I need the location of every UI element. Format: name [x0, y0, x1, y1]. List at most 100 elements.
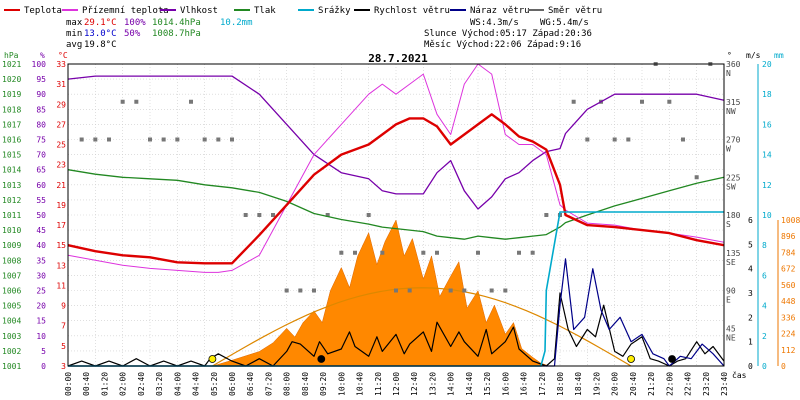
pct-tick-label: 95 — [36, 75, 46, 84]
hpa-tick-label: 1015 — [2, 151, 21, 160]
x-tick-label: 08:40 — [301, 372, 310, 396]
wind-dir-point — [571, 99, 576, 104]
c-tick-label: 11 — [56, 281, 66, 290]
sunrise-marker — [208, 355, 217, 363]
moonset-marker — [317, 355, 326, 363]
wind-dir-point — [694, 175, 699, 180]
x-tick-label: 14:00 — [447, 372, 456, 396]
x-tick-label: 10:40 — [356, 372, 365, 396]
unit-time: čas — [732, 370, 747, 380]
hpa-tick-label: 1006 — [2, 287, 21, 296]
stat-min-press: 1008.7hPa — [152, 29, 201, 39]
wind-dir-point — [435, 250, 439, 255]
dir-tick-name: NE — [726, 333, 736, 342]
dir-tick-name: SE — [726, 258, 736, 267]
stat-max-label: max — [66, 18, 83, 28]
pct-tick-label: 0 — [41, 362, 46, 371]
wind-dir-point — [448, 288, 453, 293]
x-tick-label: 02:40 — [137, 372, 146, 396]
wind-gust-line — [68, 258, 725, 367]
x-tick-label: 04:00 — [173, 372, 182, 396]
rain-tick-label: 0 — [762, 362, 767, 371]
dir-tick-label: 90 — [726, 287, 736, 296]
hpa-tick-label: 1017 — [2, 120, 21, 129]
pct-tick-label: 100 — [32, 60, 47, 69]
wind-dir-point — [284, 288, 289, 293]
dir-tick-label: 135 — [726, 249, 741, 258]
solar-radiation-area — [212, 219, 550, 367]
pct-tick-label: 10 — [36, 332, 46, 341]
rain-tick-label: 8 — [762, 241, 767, 250]
svg-text:max: max — [66, 18, 83, 28]
pct-tick-label: 20 — [36, 302, 46, 311]
plot-frame — [67, 63, 725, 367]
wind-dir-point — [530, 250, 535, 255]
x-tick-label: 17:20 — [538, 372, 547, 396]
ms-tick-label: 5 — [748, 240, 753, 249]
moonrise-marker — [668, 355, 676, 363]
hpa-tick-label: 1012 — [2, 196, 21, 205]
c-tick-label: 13 — [56, 261, 66, 270]
c-tick-label: 5 — [61, 342, 66, 351]
solar-tick-label: 224 — [781, 330, 796, 339]
unit-deg: ° — [727, 51, 732, 60]
pct-tick-label: 35 — [36, 256, 46, 265]
axes: 1001100210031004100510061007100810091010… — [2, 60, 800, 396]
unit-mm: mm — [774, 51, 784, 60]
pct-tick-label: 25 — [36, 287, 46, 296]
ms-tick-label: 2 — [748, 313, 753, 322]
hpa-tick-label: 1021 — [2, 60, 21, 69]
c-tick-label: 15 — [56, 241, 66, 250]
x-tick-label: 06:00 — [228, 372, 237, 396]
wind-dir-point — [161, 137, 166, 142]
legend: Teplota Přízemní teplota Vlhkost Tlak Srážky… — [4, 6, 602, 16]
temperature-line — [67, 113, 725, 265]
legend-label: Náraz větru — [470, 6, 530, 16]
legend-label: Vlhkost — [180, 6, 218, 16]
unit-ms: m/s — [746, 51, 761, 60]
wind-dir-point — [489, 288, 494, 293]
rain-tick-label: 14 — [762, 151, 772, 160]
unit-hpa: hPa — [4, 51, 19, 60]
wind-dir-point — [107, 137, 111, 142]
c-tick-label: 29 — [56, 100, 66, 109]
pct-tick-label: 45 — [36, 226, 46, 235]
stat-max-press: 1014.4hPa — [152, 18, 201, 28]
chart-title: 28.7.2021 — [368, 52, 428, 65]
wind-dir-point — [394, 288, 398, 293]
pct-tick-label: 75 — [36, 136, 46, 145]
dir-tick-name: SW — [726, 182, 736, 191]
wind-dir-point — [134, 99, 139, 104]
pct-tick-label: 90 — [36, 90, 46, 99]
c-tick-label: 17 — [56, 221, 66, 230]
solar-radiation-area — [212, 219, 550, 367]
x-tick-label: 21:20 — [647, 372, 656, 396]
wind-dir-point — [325, 213, 330, 217]
c-tick-label: 23 — [56, 161, 66, 170]
pct-tick-label: 80 — [36, 120, 46, 129]
legend-label: Přízemní teplota — [82, 6, 169, 16]
hpa-tick-label: 1004 — [2, 317, 21, 326]
wind-dir-point — [339, 250, 344, 255]
sun-arc — [212, 287, 632, 367]
wind-dir-point — [407, 288, 412, 293]
x-tick-label: 00:00 — [64, 372, 73, 396]
wind-dir-point — [175, 137, 180, 142]
x-tick-label: 16:00 — [501, 372, 510, 396]
ms-tick-label: 6 — [748, 216, 753, 225]
stat-max-hum: 100% — [124, 18, 146, 28]
x-tick-label: 23:20 — [702, 372, 711, 396]
x-tick-label: 07:20 — [264, 372, 273, 396]
wind-dir-point — [476, 250, 480, 255]
x-tick-label: 02:00 — [119, 372, 128, 396]
unit-pct: % — [40, 51, 45, 60]
wind-dir-point — [271, 213, 275, 217]
x-tick-label: 01:20 — [100, 372, 109, 396]
x-tick-label: 20:00 — [611, 372, 620, 396]
wind-dir-point — [626, 137, 631, 142]
ms-tick-label: 3 — [748, 289, 753, 298]
dir-tick-name: W — [726, 145, 731, 154]
hpa-tick-label: 1001 — [2, 362, 21, 371]
humidity-line — [67, 75, 725, 210]
